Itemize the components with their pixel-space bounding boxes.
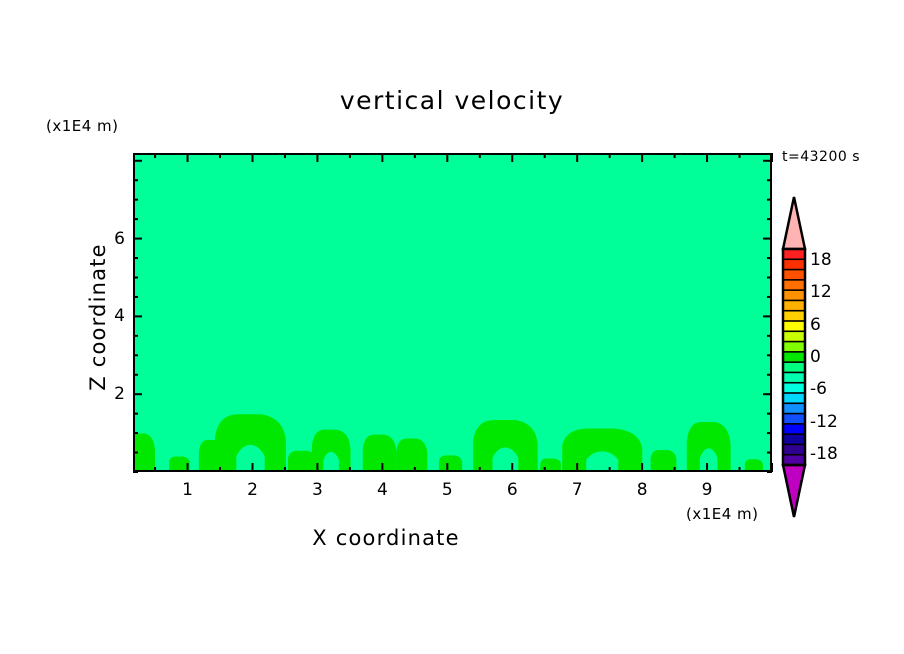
contour-plume — [562, 428, 643, 470]
colorbar-tick-label: -6 — [810, 379, 827, 400]
colorbar-tick-label: 6 — [810, 314, 821, 335]
colorbar-tick-label: 0 — [810, 347, 821, 367]
colorbar-band — [782, 340, 806, 354]
contour-plume — [215, 414, 287, 470]
colorbar-band — [782, 361, 806, 374]
contour-plume — [744, 459, 763, 470]
contour-plume — [287, 450, 317, 470]
colorbar-band — [782, 330, 806, 343]
contour-plume — [169, 456, 190, 470]
y-tick-label: 4 — [114, 306, 125, 327]
y-axis-title: Z coordinate — [86, 243, 110, 391]
contour-plume-notch — [586, 451, 619, 470]
colorbar-band — [782, 258, 806, 271]
contour-plume — [396, 438, 428, 470]
colorbar-tick-label: -12 — [810, 411, 838, 432]
timestamp-label: t=43200 s — [782, 149, 860, 165]
colorbar-band — [782, 309, 806, 323]
colorbar-band — [782, 268, 806, 282]
colorbar-tick-label: -18 — [810, 444, 838, 465]
colorbar-over-arrow — [781, 196, 807, 251]
page-title: vertical velocity — [339, 86, 565, 115]
colorbar-under-arrow — [781, 463, 807, 518]
x-tick-label: 3 — [312, 480, 323, 500]
x-tick-label: 1 — [182, 480, 193, 500]
contour-plume-notch — [323, 451, 339, 470]
colorbar-band — [782, 351, 806, 364]
contour-field — [135, 155, 770, 470]
contour-plume-notch — [236, 444, 265, 470]
colorbar-band — [782, 433, 806, 446]
colorbar-band — [782, 279, 806, 292]
x-tick-label: 4 — [376, 480, 388, 500]
colorbar-band — [782, 412, 806, 426]
colorbar-tick-label: 18 — [810, 249, 832, 270]
colorbar-band — [782, 423, 806, 436]
x-axis-title: X coordinate — [312, 526, 460, 550]
contour-plume — [540, 458, 561, 470]
y-tick-label: 6 — [114, 228, 125, 249]
colorbar-scale — [781, 196, 807, 518]
contour-plume — [135, 433, 156, 470]
colorbar-band — [782, 371, 806, 385]
contour-plume — [686, 421, 731, 470]
colorbar-band — [782, 299, 806, 313]
contour-plume — [438, 455, 463, 470]
colorbar-band — [782, 443, 806, 457]
contour-plume — [650, 450, 677, 470]
colorbar-band — [782, 402, 806, 415]
colorbar-band — [782, 248, 806, 261]
x-tick-label: 5 — [441, 480, 453, 500]
colorbar-tick-label: 12 — [810, 282, 832, 303]
colorbar-band — [782, 392, 806, 405]
colorbar-band — [782, 320, 806, 333]
colorbar-outline — [781, 247, 807, 467]
y-axis-unit-label: (x1E4 m) — [46, 117, 119, 135]
x-tick-label: 8 — [636, 480, 648, 500]
colorbar-tick-labels: 18 12 6 0 -6 -12 -18 — [810, 193, 890, 523]
plot-area — [133, 153, 772, 472]
colorbar — [776, 193, 812, 523]
contour-plume — [473, 420, 538, 470]
contour-plume-notch — [699, 448, 718, 470]
contour-plume — [311, 429, 351, 470]
x-tick-label: 9 — [701, 480, 713, 500]
x-axis-unit-label: (x1E4 m) — [686, 505, 759, 523]
x-tick-label: 2 — [247, 480, 258, 500]
contour-plume — [362, 434, 397, 470]
x-tick-label: 7 — [571, 480, 583, 500]
colorbar-band — [782, 381, 806, 395]
x-tick-label: 6 — [506, 480, 518, 500]
colorbar-band — [782, 289, 806, 302]
y-tick-label: 2 — [114, 384, 125, 405]
